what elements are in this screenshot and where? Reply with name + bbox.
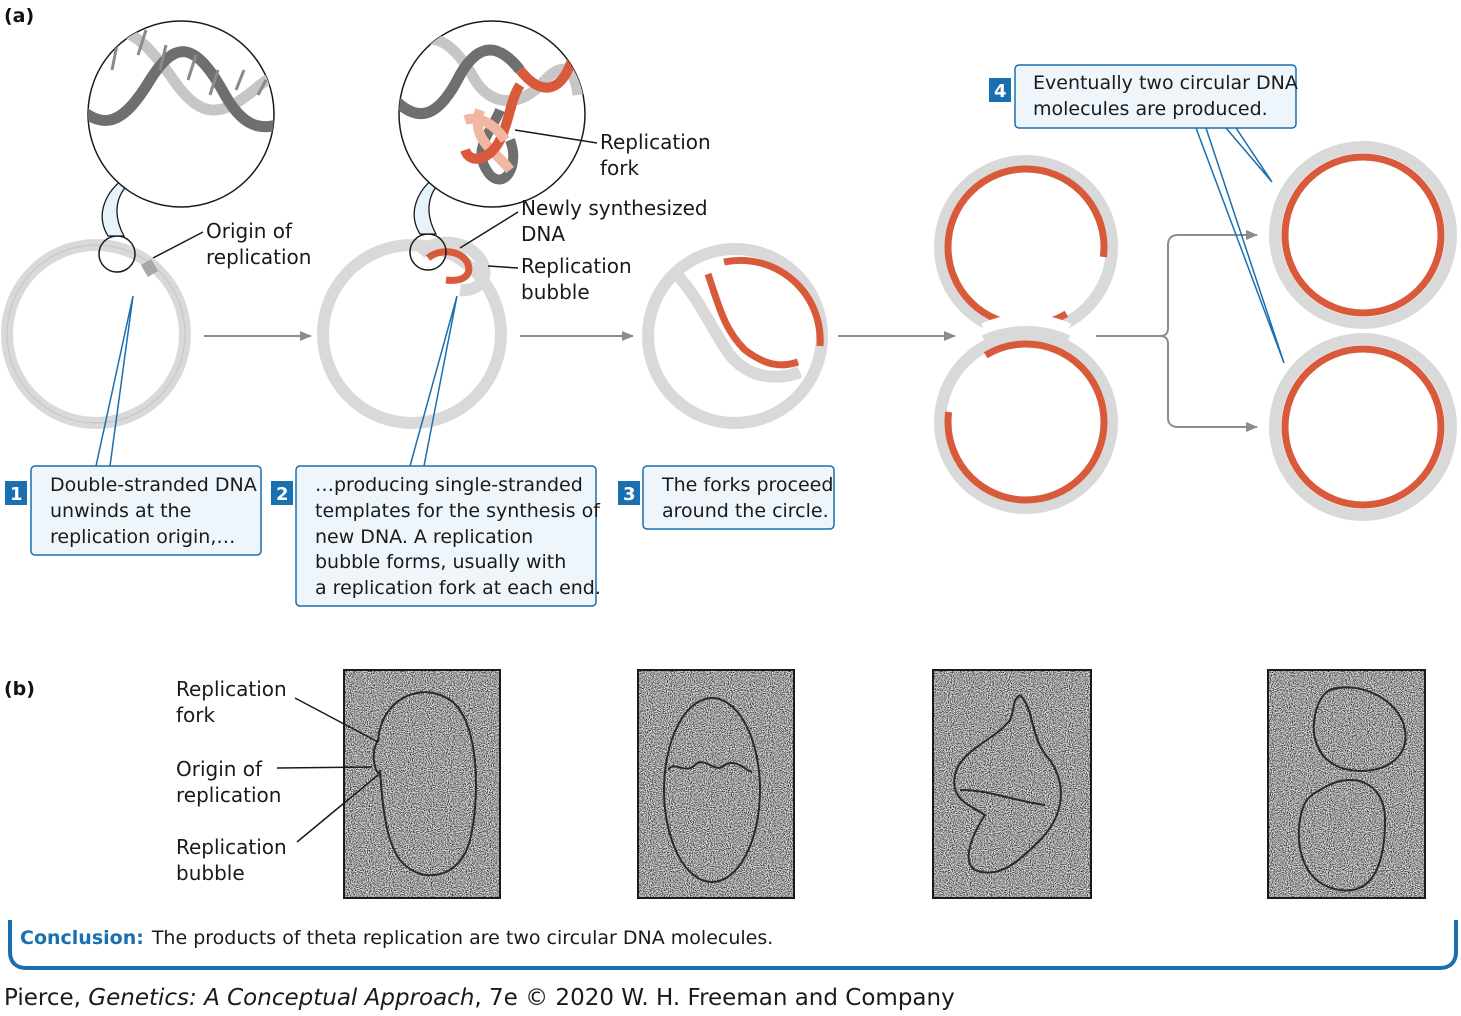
step-1-line-1: Double-stranded DNA (50, 474, 257, 496)
step-number-4: 4 (994, 81, 1007, 102)
step-number-badge-4 (989, 78, 1011, 102)
stage-3 (642, 243, 828, 429)
step-2-line-1: …producing single-stranded (315, 474, 583, 496)
conclusion-bracket (8, 920, 1458, 970)
final-circle-bottom (1269, 333, 1457, 521)
micrograph-2 (637, 669, 795, 899)
new-dna-inner-3 (704, 272, 800, 369)
new-dna-top-4 (944, 165, 1108, 329)
step-callout-3: 3 The forks proceed around the circle. (618, 465, 835, 530)
new-dna-outer-3 (723, 256, 824, 347)
micrograph-3 (932, 669, 1092, 899)
branch-arrows (1096, 230, 1258, 432)
micro-origin-line1: Origin of (176, 757, 263, 781)
stage-4 (934, 155, 1118, 514)
zoom-circle-2 (398, 20, 586, 208)
micro-fork-line1: Replication (176, 677, 287, 701)
callout-pointer-2 (409, 295, 458, 467)
step-3-line-2: around the circle. (662, 500, 829, 522)
origin-mark (140, 258, 159, 278)
micro-bubble-line2: bubble (176, 861, 245, 885)
step-1-line-2: unwinds at the (50, 500, 191, 522)
step-callout-4: 4 Eventually two circular DNA molecules … (989, 64, 1298, 129)
conclusion-text: The products of theta replication are tw… (151, 927, 773, 949)
newly-leader (459, 211, 519, 249)
newly-label-line2: DNA (521, 222, 565, 246)
inner-template-3 (673, 271, 803, 383)
origin-label-line2: replication (206, 245, 311, 269)
micrograph-1 (343, 669, 501, 899)
step-number-2: 2 (276, 484, 289, 505)
fork-label-line2: fork (600, 156, 640, 180)
credit-line: Pierce, Genetics: A Conceptual Approach,… (4, 985, 955, 1011)
callout-pointer-4a (1225, 127, 1273, 183)
step-number-1: 1 (10, 484, 23, 505)
step-3-line-1: The forks proceed (661, 474, 833, 496)
stage-1: Origin of replication (1, 20, 311, 467)
origin-leader (152, 231, 204, 259)
step-4-line-2: molecules are produced. (1033, 98, 1268, 120)
micrograph-4 (1267, 669, 1426, 899)
new-dna-2 (425, 248, 473, 284)
new-dna-bottom-4 (944, 340, 1108, 504)
step-number-badge-2 (271, 481, 293, 505)
bubble-label-line2: bubble (521, 280, 590, 304)
step-2-line-3: new DNA. A replication (315, 526, 533, 548)
micro-origin-line2: replication (176, 783, 281, 807)
panel-a-label: (a) (4, 5, 34, 27)
step-1-line-3: replication origin,… (50, 526, 235, 548)
micrograph-labels: Replication fork Origin of replication R… (176, 677, 379, 885)
step-2-line-4: bubble forms, usually with (315, 551, 566, 573)
callout-pointer-1 (95, 295, 134, 467)
step-2-line-5: a replication fork at each end. (315, 577, 601, 599)
final-molecules (1195, 127, 1457, 521)
credit-title: Genetics: A Conceptual Approach (88, 985, 474, 1011)
newly-label-line1: Newly synthesized (521, 196, 708, 220)
callout-pointer-4b (1195, 127, 1285, 364)
credit-author: Pierce, (4, 985, 88, 1011)
micro-bubble-line1: Replication (176, 835, 287, 859)
conclusion: Conclusion: The products of theta replica… (20, 927, 773, 949)
step-callout-1: 1 Double-stranded DNA unwinds at the rep… (5, 465, 262, 556)
panel-b-label: (b) (4, 678, 35, 700)
step-number-badge-1 (5, 481, 27, 505)
step-4-line-1: Eventually two circular DNA (1033, 72, 1298, 94)
dna-circle-2 (317, 239, 507, 429)
step-callout-2: 2 …producing single-stranded templates f… (271, 465, 601, 607)
bubble-outer (415, 236, 491, 297)
helix-strand-dark-1 (88, 46, 274, 133)
step-number-3: 3 (623, 484, 636, 505)
conclusion-bold: Conclusion: (20, 927, 144, 949)
step-2-line-2: templates for the synthesis of (315, 500, 601, 522)
credit-rest: , 7e © 2020 W. H. Freeman and Company (474, 985, 954, 1011)
micro-fork-line2: fork (176, 703, 216, 727)
step-number-badge-3 (618, 481, 640, 505)
bubble-label-line1: Replication (521, 254, 632, 278)
dna-circle-1 (1, 239, 191, 429)
fork-leader (514, 129, 598, 144)
fork-label-line1: Replication (600, 130, 711, 154)
stage-2: Replication fork Newly synthesized DNA R… (317, 20, 711, 467)
bubble-leader (487, 265, 519, 269)
origin-label-line1: Origin of (206, 219, 293, 243)
final-circle-top (1269, 141, 1457, 329)
